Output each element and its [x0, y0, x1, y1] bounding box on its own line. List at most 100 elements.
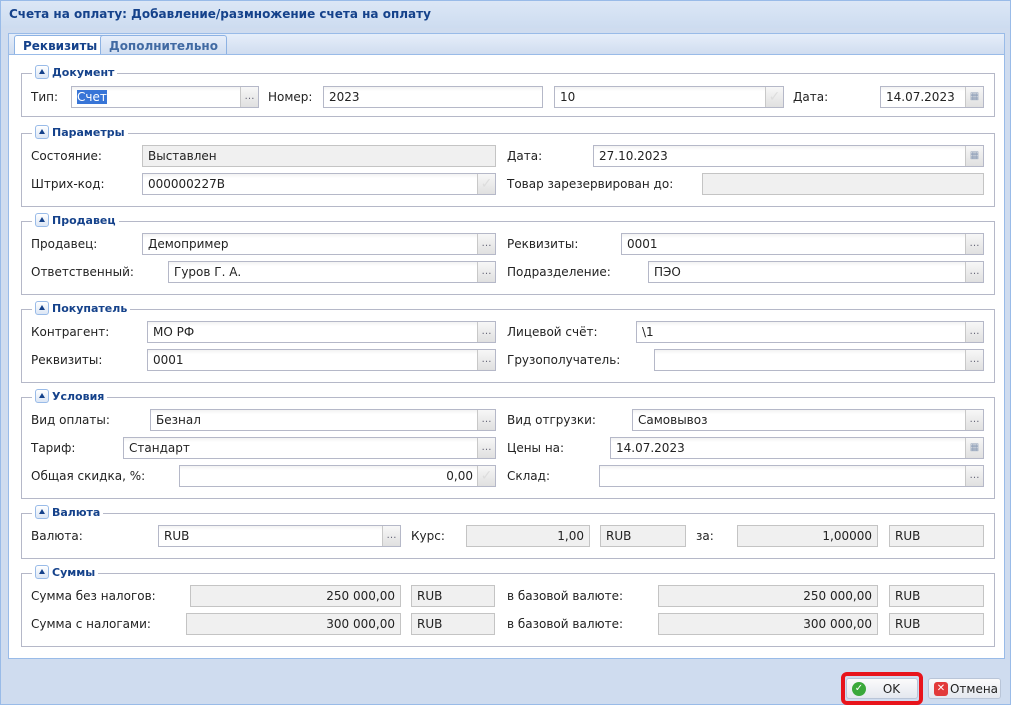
- field-label: Вид отгрузки:: [507, 413, 596, 427]
- checkmark-icon[interactable]: ✓: [477, 174, 495, 194]
- field-value: Безнал: [156, 413, 201, 427]
- валюта-field[interactable]: RUB …: [158, 525, 401, 547]
- ellipsis-icon[interactable]: …: [965, 350, 983, 370]
- value-field: RUB: [889, 585, 984, 607]
- field-label: в базовой валюте:: [507, 589, 624, 603]
- value-field: RUB: [889, 525, 984, 547]
- field-value: Демопример: [148, 237, 229, 251]
- ellipsis-icon[interactable]: …: [965, 262, 983, 282]
- ellipsis-icon[interactable]: …: [240, 87, 258, 107]
- лицевой-счёт-field[interactable]: \1…: [636, 321, 984, 343]
- fieldset-legend: Документ: [32, 65, 118, 79]
- value-field: RUB: [411, 585, 495, 607]
- fieldset-title: Условия: [52, 389, 105, 403]
- collapse-toggle-icon[interactable]: [35, 505, 49, 519]
- за-field: 1,00000: [737, 525, 878, 547]
- ok-button[interactable]: ✓ OK: [846, 678, 918, 699]
- ellipsis-icon[interactable]: …: [382, 526, 400, 546]
- контрагент-field[interactable]: МО РФ…: [147, 321, 496, 343]
- field-label: Реквизиты:: [31, 353, 103, 367]
- цены-на-field[interactable]: 14.07.2023 ▦: [610, 437, 984, 459]
- field-value: Выставлен: [148, 149, 217, 163]
- field-value: 300 000,00: [803, 617, 872, 631]
- field-value: 250 000,00: [326, 589, 395, 603]
- field-value: 14.07.2023: [616, 441, 685, 455]
- номер-field[interactable]: 2023: [323, 86, 543, 108]
- collapse-toggle-icon[interactable]: [35, 389, 49, 403]
- field-label: Грузополучатель:: [507, 353, 621, 367]
- ok-label: OK: [882, 681, 901, 696]
- товар-зарезервирован-до-field: [702, 173, 984, 195]
- field-value: 0001: [153, 353, 184, 367]
- collapse-toggle-icon[interactable]: [35, 565, 49, 579]
- в-базовой-валюте-field: 300 000,00: [658, 613, 878, 635]
- продавец-field[interactable]: Демопример …: [142, 233, 496, 255]
- field-value: 1,00000: [822, 529, 872, 543]
- field-label: Контрагент:: [31, 325, 110, 339]
- ellipsis-icon[interactable]: …: [477, 438, 495, 458]
- field-value: RUB: [417, 589, 443, 603]
- fieldset-legend: Продавец: [32, 213, 119, 227]
- field-label: Общая скидка, %:: [31, 469, 146, 483]
- field-label: Реквизиты:: [507, 237, 579, 251]
- collapse-toggle-icon[interactable]: [35, 301, 49, 315]
- tab-bar: Реквизиты Дополнительно: [8, 33, 1005, 57]
- подразделение-field[interactable]: ПЭО…: [648, 261, 984, 283]
- value-field: RUB: [889, 613, 984, 635]
- field-value: RUB: [417, 617, 443, 631]
- тип-field[interactable]: Счет …: [71, 86, 259, 108]
- fieldset-2: Продавец: [21, 213, 995, 295]
- field-value: 300 000,00: [326, 617, 395, 631]
- сумма-без-налогов-field: 250 000,00: [190, 585, 401, 607]
- вид-оплаты-field[interactable]: Безнал …: [150, 409, 496, 431]
- field-value: RUB: [164, 529, 190, 543]
- field-label: Вид оплаты:: [31, 413, 110, 427]
- дата-field[interactable]: 14.07.2023 ▦: [880, 86, 984, 108]
- ellipsis-icon[interactable]: …: [477, 410, 495, 430]
- ellipsis-icon[interactable]: …: [477, 234, 495, 254]
- ellipsis-icon[interactable]: …: [965, 410, 983, 430]
- calendar-icon[interactable]: ▦: [965, 87, 983, 107]
- тариф-field[interactable]: Стандарт…: [123, 437, 496, 459]
- field-label: Курс:: [411, 529, 445, 543]
- грузополучатель-field[interactable]: …: [654, 349, 984, 371]
- field-label: Дата:: [793, 90, 829, 104]
- tab-requisites[interactable]: Реквизиты: [14, 35, 107, 57]
- ответственный-field[interactable]: Гуров Г. А.…: [168, 261, 496, 283]
- ellipsis-icon[interactable]: …: [477, 350, 495, 370]
- collapse-toggle-icon[interactable]: [35, 125, 49, 139]
- штрих-код-field[interactable]: 000000227B ✓: [142, 173, 496, 195]
- fieldset-title: Валюта: [52, 505, 101, 519]
- ellipsis-icon[interactable]: …: [965, 234, 983, 254]
- вид-отгрузки-field[interactable]: Самовывоз…: [632, 409, 984, 431]
- value-field: RUB: [411, 613, 495, 635]
- дата-field[interactable]: 27.10.2023 ▦: [593, 145, 984, 167]
- calendar-icon[interactable]: ▦: [965, 146, 983, 166]
- cancel-button[interactable]: ✕ Отмена: [928, 678, 1001, 699]
- ellipsis-icon[interactable]: …: [477, 262, 495, 282]
- calendar-icon[interactable]: ▦: [965, 438, 983, 458]
- checkmark-icon[interactable]: ✓: [765, 87, 783, 107]
- реквизиты-field[interactable]: 0001…: [621, 233, 984, 255]
- value-field: RUB: [600, 525, 686, 547]
- field-label: Тип:: [31, 90, 59, 104]
- сумма-с-налогами-field: 300 000,00: [186, 613, 401, 635]
- ellipsis-icon[interactable]: …: [965, 322, 983, 342]
- collapse-toggle-icon[interactable]: [35, 213, 49, 227]
- field-label: Тариф:: [31, 441, 76, 455]
- tab-additional[interactable]: Дополнительно: [100, 35, 227, 56]
- общая-скидка-field[interactable]: 0,00 ✓: [179, 465, 496, 487]
- ellipsis-icon[interactable]: …: [477, 322, 495, 342]
- fieldset-title: Параметры: [52, 125, 125, 139]
- ellipsis-icon[interactable]: …: [965, 466, 983, 486]
- collapse-toggle-icon[interactable]: [35, 65, 49, 79]
- field-value: Счет: [77, 90, 107, 104]
- склад-field[interactable]: …: [599, 465, 984, 487]
- checkmark-icon[interactable]: ✓: [477, 466, 495, 486]
- field-value: 0,00: [446, 469, 473, 483]
- реквизиты-field[interactable]: 0001 …: [147, 349, 496, 371]
- field-label: Подразделение:: [507, 265, 611, 279]
- field-label: Состояние:: [31, 149, 102, 163]
- value-field[interactable]: 10 ✓: [554, 86, 784, 108]
- fieldset-1: Параметры: [21, 125, 995, 207]
